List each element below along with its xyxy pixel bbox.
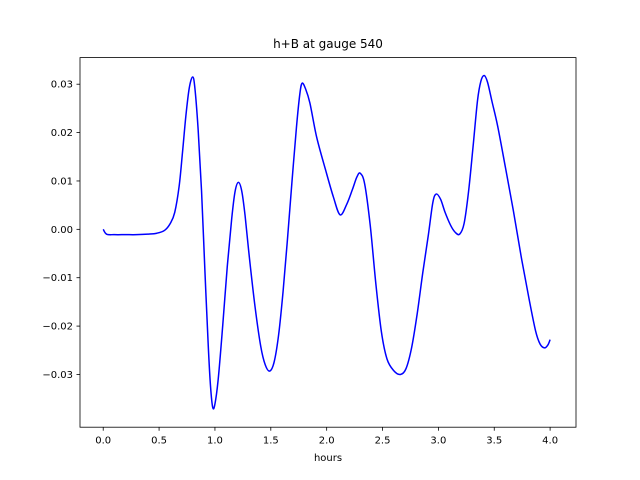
y-tick-label: 0.01 — [51, 176, 73, 187]
y-tick-label: −0.02 — [42, 322, 73, 333]
x-tick-label: 3.5 — [486, 436, 502, 447]
x-tick-label: 3.0 — [430, 436, 446, 447]
x-tick-label: 2.5 — [375, 436, 391, 447]
chart-title: h+B at gauge 540 — [273, 37, 383, 51]
data-series — [102, 74, 551, 410]
y-tick-label: −0.01 — [42, 273, 73, 284]
x-tick-label: 0.5 — [151, 436, 167, 447]
y-tick-label: 0.00 — [51, 225, 73, 236]
axes-frame — [79, 57, 577, 428]
x-tick-label: 1.5 — [263, 436, 279, 447]
x-tick-label: 0.0 — [95, 436, 111, 447]
plot-area — [80, 57, 576, 428]
x-tick-label: 4.0 — [542, 436, 558, 447]
x-tick-label: 2.0 — [319, 436, 335, 447]
y-tick-label: 0.03 — [51, 80, 73, 91]
axis-ticks: 0.0 0.5 1.0 1.5 2.0 2.5 3.0 3.5 4.0 −0.03 −0.02 −0.… — [42, 80, 558, 447]
y-tick-label: −0.03 — [42, 370, 73, 381]
y-tick-label: 0.02 — [51, 128, 73, 139]
x-tick-label: 1.0 — [207, 436, 223, 447]
x-axis-label: hours — [314, 453, 342, 464]
data-line — [102, 74, 551, 410]
